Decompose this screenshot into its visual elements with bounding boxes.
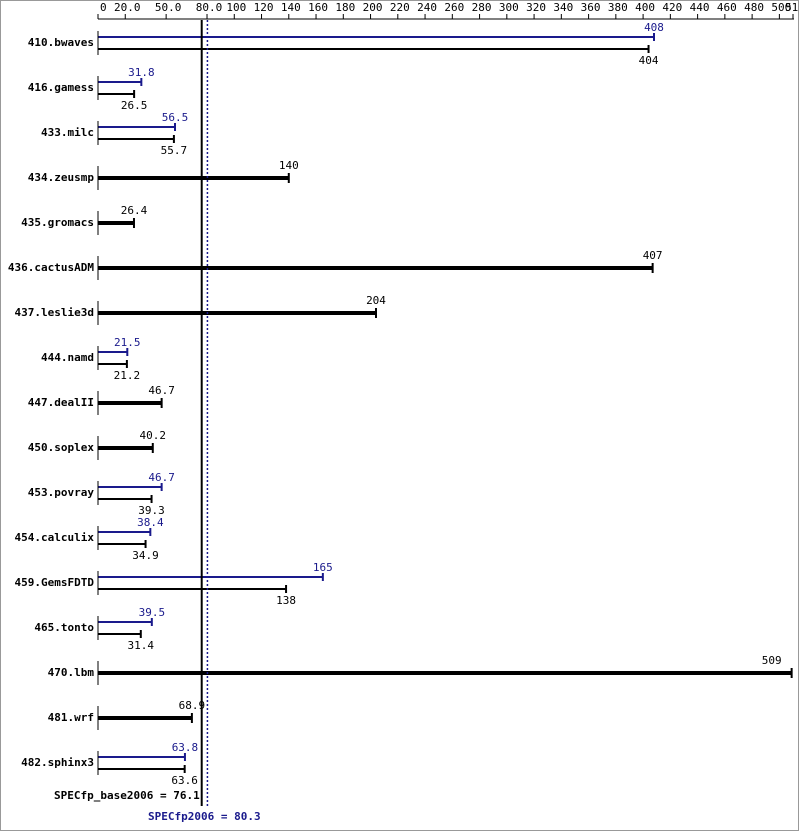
x-tick-label: 280 <box>472 1 492 14</box>
value-label: 138 <box>276 594 296 607</box>
value-label: 39.5 <box>139 606 166 619</box>
value-label: 140 <box>279 159 299 172</box>
value-label: 404 <box>639 54 659 67</box>
value-label: 46.7 <box>148 471 175 484</box>
x-tick-label: 0 <box>100 1 107 14</box>
category-label: 434.zeusmp <box>28 171 95 184</box>
value-label: 408 <box>644 21 664 34</box>
x-tick-label: 220 <box>390 1 410 14</box>
category-label: 435.gromacs <box>21 216 94 229</box>
x-tick-label: 510 <box>785 1 799 14</box>
x-tick-label: 320 <box>526 1 546 14</box>
base-summary-value: 76.1 <box>173 789 200 802</box>
x-tick-label: 140 <box>281 1 301 14</box>
x-tick-label: 180 <box>335 1 355 14</box>
value-label: 56.5 <box>162 111 189 124</box>
x-tick-label: 160 <box>308 1 328 14</box>
category-label: 470.lbm <box>48 666 95 679</box>
value-label: 38.4 <box>137 516 164 529</box>
category-label: 465.tonto <box>34 621 94 634</box>
x-tick-label: 260 <box>444 1 464 14</box>
value-label: 46.7 <box>148 384 175 397</box>
x-tick-label: 240 <box>417 1 437 14</box>
category-label: 450.soplex <box>28 441 95 454</box>
x-tick-label: 120 <box>254 1 274 14</box>
base-summary: SPECfp_base2006 = 76.1 <box>54 789 200 802</box>
category-label: 459.GemsFDTD <box>15 576 95 589</box>
category-label: 482.sphinx3 <box>21 756 94 769</box>
base-summary-label: SPECfp_base2006 = <box>54 789 167 802</box>
x-tick-label: 440 <box>690 1 710 14</box>
category-label: 410.bwaves <box>28 36 94 49</box>
value-label: 40.2 <box>140 429 167 442</box>
x-tick-label: 400 <box>635 1 655 14</box>
x-tick-label: 20.0 <box>114 1 141 14</box>
peak-summary-label: SPECfp2006 = <box>148 810 228 823</box>
x-tick-label: 340 <box>553 1 573 14</box>
value-label: 63.6 <box>171 774 198 787</box>
value-label: 407 <box>643 249 663 262</box>
category-label: 447.dealII <box>28 396 94 409</box>
x-tick-label: 360 <box>581 1 601 14</box>
value-label: 21.5 <box>114 336 141 349</box>
value-label: 63.8 <box>172 741 199 754</box>
category-label: 416.gamess <box>28 81 94 94</box>
category-label: 453.povray <box>28 486 95 499</box>
category-label: 437.leslie3d <box>15 306 94 319</box>
peak-summary-value: 80.3 <box>234 810 261 823</box>
value-label: 26.5 <box>121 99 148 112</box>
x-tick-label: 50.0 <box>155 1 182 14</box>
value-label: 165 <box>313 561 333 574</box>
x-tick-label: 80.0 <box>196 1 223 14</box>
x-tick-label: 420 <box>662 1 682 14</box>
x-tick-label: 380 <box>608 1 628 14</box>
category-label: 481.wrf <box>48 711 94 724</box>
x-tick-label: 460 <box>717 1 737 14</box>
value-label: 26.4 <box>121 204 148 217</box>
value-label: 21.2 <box>114 369 141 382</box>
category-label: 444.namd <box>41 351 94 364</box>
value-label: 509 <box>762 654 782 667</box>
value-label: 34.9 <box>132 549 159 562</box>
peak-summary: SPECfp2006 = 80.3 <box>148 810 261 823</box>
x-tick-label: 500 <box>771 1 791 14</box>
x-tick-label: 300 <box>499 1 519 14</box>
value-label: 39.3 <box>138 504 165 517</box>
value-label: 31.8 <box>128 66 155 79</box>
category-label: 436.cactusADM <box>8 261 94 274</box>
category-label: 433.milc <box>41 126 94 139</box>
value-label: 68.9 <box>179 699 206 712</box>
x-tick-label: 100 <box>226 1 246 14</box>
value-label: 55.7 <box>161 144 188 157</box>
value-label: 31.4 <box>128 639 155 652</box>
x-tick-label: 200 <box>363 1 383 14</box>
category-label: 454.calculix <box>15 531 95 544</box>
value-label: 204 <box>366 294 386 307</box>
x-tick-label: 480 <box>744 1 764 14</box>
